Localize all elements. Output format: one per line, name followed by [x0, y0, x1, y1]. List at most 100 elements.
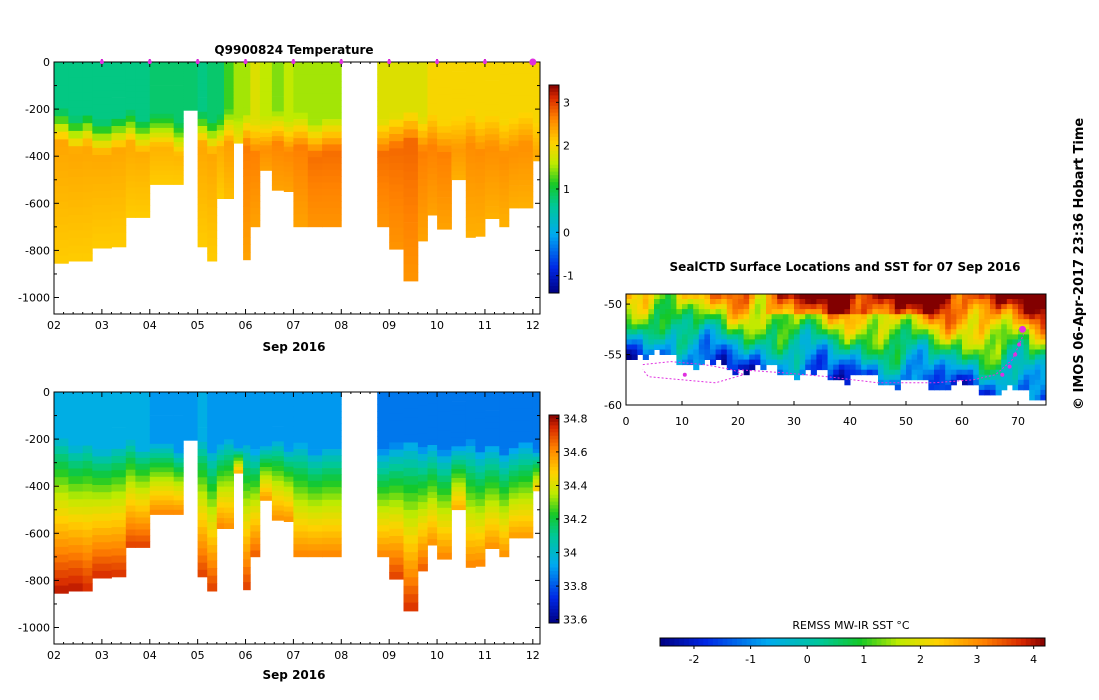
- profile-cell: [259, 454, 273, 460]
- sst-cell: [939, 384, 946, 391]
- sst-cell: [978, 299, 985, 305]
- sst-column: [866, 294, 873, 376]
- sst-cell: [995, 314, 1002, 320]
- profile-column: [259, 392, 273, 501]
- sst-cell: [967, 369, 974, 376]
- profile-cell: [149, 113, 175, 119]
- sst-cell: [900, 339, 907, 345]
- sst-cell: [715, 344, 722, 350]
- profile-cell: [499, 449, 510, 456]
- profile-cell: [216, 491, 225, 498]
- profile-cell: [82, 407, 93, 416]
- profile-cell: [377, 417, 390, 425]
- profile-cell: [293, 220, 309, 228]
- profile-marker-dot: [529, 58, 537, 66]
- sst-cell: [889, 324, 896, 330]
- profile-cell: [451, 473, 467, 479]
- profile-cell: [389, 550, 404, 558]
- sst-cell: [788, 324, 795, 330]
- sst-cell: [922, 364, 929, 371]
- sst-cell: [984, 384, 991, 391]
- sst-cell: [922, 319, 929, 325]
- sst-cell: [810, 299, 817, 305]
- profile-cell: [484, 440, 500, 447]
- profile-cell: [233, 115, 244, 119]
- sst-column: [715, 294, 722, 360]
- profile-cell: [475, 519, 486, 527]
- profile-cell: [125, 493, 136, 500]
- profile-cell: [216, 523, 225, 529]
- sst-cell: [878, 319, 885, 325]
- profile-column: [125, 392, 136, 548]
- sst-cell: [928, 344, 935, 350]
- sst-cell: [794, 334, 801, 340]
- sst-cell: [782, 369, 789, 376]
- sst-cell: [995, 304, 1002, 310]
- sst-cell: [827, 364, 834, 371]
- profile-cell: [82, 169, 93, 178]
- profile-cell: [322, 201, 342, 209]
- profile-cell: [283, 106, 294, 113]
- profile-cell: [207, 407, 218, 416]
- sst-cell: [1023, 319, 1030, 325]
- sst-cell: [1040, 349, 1047, 355]
- sst-cell: [782, 364, 789, 371]
- profile-cell: [283, 506, 294, 512]
- profile-cell: [307, 423, 323, 431]
- sst-cell: [631, 329, 638, 335]
- x-tick-label: 04: [143, 319, 157, 332]
- profile-cell: [389, 90, 404, 99]
- profile-cell: [183, 86, 199, 89]
- sst-cell: [855, 304, 862, 310]
- profile-cell: [111, 413, 127, 421]
- profile-cell: [68, 529, 84, 538]
- profile-cell: [475, 142, 486, 150]
- profile-cell: [499, 81, 510, 88]
- sst-cell: [760, 304, 767, 310]
- sst-cell: [872, 364, 879, 371]
- profile-cell: [293, 214, 309, 221]
- colorbar-segment: [549, 289, 559, 294]
- sst-cell: [1034, 379, 1041, 386]
- colorbar-segment: [549, 282, 559, 287]
- sst-cell: [654, 334, 661, 340]
- sst-cell: [799, 294, 806, 300]
- sst-cell: [934, 354, 941, 360]
- sst-cell: [1012, 299, 1019, 305]
- sst-cell: [777, 299, 784, 305]
- profile-column: [149, 62, 175, 185]
- sst-cell: [894, 339, 901, 345]
- sst-cell: [810, 364, 817, 371]
- profile-cell: [92, 190, 112, 199]
- profile-cell: [92, 69, 112, 77]
- profile-cell: [427, 179, 438, 187]
- sst-cell: [1001, 294, 1008, 300]
- profile-cell: [322, 163, 342, 171]
- sst-cell: [1001, 329, 1008, 335]
- profile-cell: [427, 91, 438, 98]
- sst-cell: [855, 329, 862, 335]
- profile-cell: [532, 414, 541, 419]
- profile-cell: [465, 197, 476, 205]
- profile-cell: [111, 140, 127, 148]
- sst-cell: [766, 349, 773, 355]
- sst-column: [889, 294, 896, 386]
- profile-cell: [465, 493, 476, 501]
- profile-cell: [82, 522, 93, 531]
- profile-cell: [427, 120, 438, 128]
- sst-cell: [995, 329, 1002, 335]
- profile-cell: [283, 171, 294, 177]
- sst-column: [950, 294, 957, 386]
- profile-cell: [508, 157, 519, 164]
- profile-cell: [403, 154, 419, 164]
- profile-cell: [417, 103, 428, 111]
- profile-cell: [437, 475, 452, 483]
- profile-cell: [111, 211, 127, 219]
- profile-cell: [437, 164, 452, 172]
- colorbar-segment: [549, 230, 559, 235]
- profile-cell: [233, 438, 244, 443]
- sst-column: [967, 294, 974, 386]
- sst-column: [754, 294, 761, 366]
- profile-cell: [92, 183, 112, 192]
- sst-cell: [906, 294, 913, 300]
